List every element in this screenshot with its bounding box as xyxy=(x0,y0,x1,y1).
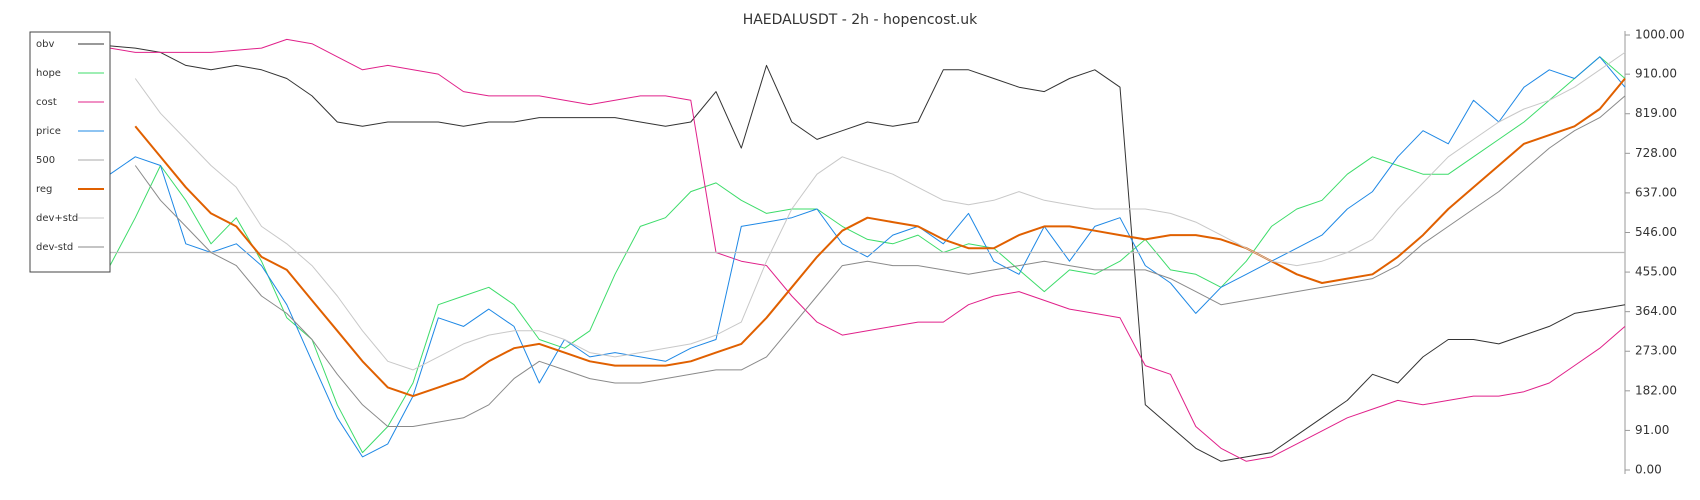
y-tick-label: 455.00 xyxy=(1635,265,1677,279)
series-line xyxy=(134,95,1626,427)
series-line xyxy=(109,56,1626,454)
chart-title: HAEDALUSDT - 2h - hopencost.uk xyxy=(743,12,978,28)
y-tick-label: 637.00 xyxy=(1635,185,1677,199)
legend-label: cost xyxy=(36,97,57,108)
y-tick-label: 1000.00 xyxy=(1635,28,1685,42)
legend: obv hope cost price 500 reg dev+std dev-std xyxy=(29,31,111,273)
series-line xyxy=(109,45,1626,462)
y-tick-label: 0.00 xyxy=(1635,463,1662,477)
y-tick-label: 546.00 xyxy=(1635,225,1677,239)
legend-label: hope xyxy=(36,68,61,79)
y-tick-label: 364.00 xyxy=(1635,304,1677,318)
y-tick-label: 819.00 xyxy=(1635,106,1677,120)
legend-label: dev-std xyxy=(36,242,73,253)
legend-label: dev+std xyxy=(36,213,78,224)
series-line xyxy=(109,38,1626,462)
legend-label: 500 xyxy=(36,155,55,166)
series-line xyxy=(134,51,1626,371)
y-tick-label: 91.00 xyxy=(1635,423,1669,437)
legend-box xyxy=(29,31,111,273)
y-tick-label: 273.00 xyxy=(1635,344,1677,358)
legend-label: reg xyxy=(36,184,52,195)
y-tick-label: 182.00 xyxy=(1635,383,1677,397)
y-tick-label: 910.00 xyxy=(1635,67,1677,81)
series-line xyxy=(109,56,1626,458)
y-tick-label: 728.00 xyxy=(1635,146,1677,160)
legend-label: obv xyxy=(36,39,54,50)
legend-label: price xyxy=(36,126,61,137)
series-line xyxy=(134,77,1626,398)
